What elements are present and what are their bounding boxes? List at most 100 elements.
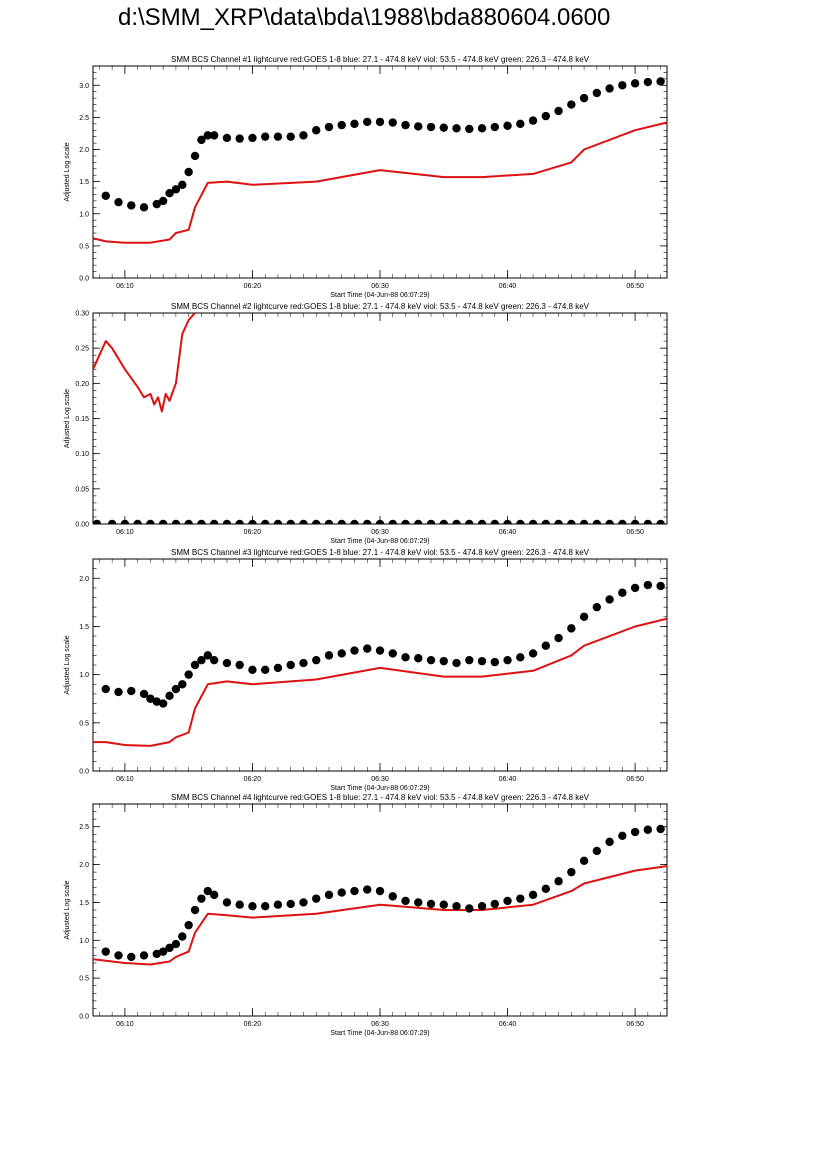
bcs-data-point — [656, 519, 665, 524]
bcs-data-point — [465, 124, 474, 134]
y-tick-label: 0.5 — [79, 976, 89, 983]
bcs-data-point — [579, 856, 589, 865]
bcs-data-point — [605, 595, 614, 604]
x-tick-label: 06:10 — [116, 1021, 134, 1028]
y-tick-label: 0.05 — [75, 486, 89, 493]
bcs-data-point — [114, 687, 123, 697]
bcs-data-point — [414, 898, 423, 907]
chart-panel-3: SMM BCS Channel #3 lightcurve red:GOES 1… — [64, 548, 668, 792]
bcs-data-point — [222, 658, 232, 668]
bcs-data-point — [618, 588, 627, 597]
bcs-data-point — [178, 680, 187, 689]
bcs-data-point — [375, 519, 385, 524]
y-tick-label: 1.0 — [79, 938, 89, 945]
x-tick-label: 06:40 — [499, 529, 517, 536]
bcs-data-point — [299, 898, 308, 907]
bcs-data-point — [184, 920, 193, 930]
bcs-data-point — [312, 655, 321, 665]
bcs-data-point — [114, 197, 123, 207]
bcs-data-point — [554, 106, 563, 116]
bcs-data-point — [312, 126, 321, 135]
y-tick-label: 0.15 — [75, 416, 89, 423]
bcs-data-point — [592, 88, 602, 98]
bcs-data-point — [618, 831, 627, 840]
plot-frame — [92, 558, 668, 772]
bcs-data-point — [133, 519, 142, 524]
series-group — [93, 313, 665, 524]
bcs-data-point — [139, 203, 149, 212]
bcs-data-point — [171, 519, 181, 524]
x-tick-label: 06:30 — [371, 283, 389, 290]
bcs-data-point — [190, 151, 200, 161]
bcs-data-point — [567, 519, 576, 524]
y-tick-label: 2.5 — [79, 115, 89, 122]
bcs-data-point — [152, 949, 161, 959]
bcs-data-point — [235, 519, 244, 524]
bcs-data-point — [312, 894, 321, 903]
bcs-data-point — [452, 658, 461, 668]
x-tick-label: 06:50 — [626, 776, 644, 783]
bcs-data-point — [465, 655, 474, 665]
bcs-data-point — [337, 888, 346, 897]
x-tick-label: 06:50 — [626, 283, 644, 290]
bcs-data-point — [439, 123, 448, 132]
bcs-data-point — [261, 902, 270, 911]
bcs-data-point — [605, 519, 614, 524]
bcs-data-point — [101, 947, 110, 956]
bcs-data-point — [630, 583, 640, 593]
bcs-data-point — [273, 663, 283, 673]
bcs-data-point — [127, 201, 136, 210]
y-tick-label: 1.5 — [79, 900, 89, 907]
x-tick-label: 06:20 — [244, 1021, 262, 1028]
goes-series-line — [93, 313, 196, 413]
bcs-data-point — [152, 199, 161, 209]
bcs-data-point — [579, 612, 589, 622]
bcs-data-point — [184, 519, 193, 524]
bcs-data-point — [203, 651, 212, 660]
bcs-data-point — [439, 656, 448, 666]
bcs-data-point — [171, 185, 181, 194]
x-axis-label: Start Time (04-Jun-88 06:07:29) — [330, 292, 429, 299]
bcs-data-point — [643, 519, 653, 524]
bcs-data-point — [643, 77, 653, 87]
goes-series-line — [93, 617, 667, 747]
bcs-data-point — [209, 131, 219, 140]
bcs-data-point — [299, 658, 308, 668]
bcs-data-point — [567, 867, 576, 877]
bcs-data-point — [490, 899, 499, 909]
x-tick-label: 06:40 — [499, 283, 517, 290]
bcs-data-point — [643, 580, 653, 590]
chart-panel-4: SMM BCS Channel #4 lightcurve red:GOES 1… — [64, 793, 668, 1037]
bcs-data-point — [401, 120, 410, 130]
y-axis-label: Adjusted Log scale — [64, 635, 71, 694]
bcs-data-point — [477, 519, 487, 524]
y-tick-label: 0.5 — [79, 243, 89, 250]
bcs-data-point — [541, 641, 551, 650]
x-tick-label: 06:40 — [499, 1021, 517, 1028]
x-tick-label: 06:50 — [626, 529, 644, 536]
y-tick-label: 3.0 — [79, 83, 89, 90]
bcs-data-point — [273, 132, 283, 141]
x-axis-label: Start Time (04-Jun-88 06:07:29) — [330, 1030, 429, 1037]
bcs-data-point — [324, 890, 334, 900]
bcs-data-point — [439, 519, 448, 524]
bcs-data-point — [477, 902, 487, 911]
x-axis-label: Start Time (04-Jun-88 06:07:29) — [330, 785, 429, 792]
y-tick-label: 1.5 — [79, 624, 89, 631]
x-tick-label: 06:20 — [244, 776, 262, 783]
bcs-data-point — [567, 624, 576, 633]
bcs-data-point — [477, 656, 487, 666]
bcs-data-point — [630, 519, 640, 524]
bcs-data-point — [490, 122, 499, 132]
x-tick-label: 06:50 — [626, 1021, 644, 1028]
y-tick-label: 0.0 — [79, 1014, 89, 1021]
x-tick-label: 06:10 — [116, 776, 134, 783]
bcs-data-point — [490, 657, 499, 667]
bcs-data-point — [222, 898, 232, 907]
bcs-data-point — [286, 660, 295, 670]
x-tick-label: 06:30 — [371, 1021, 389, 1028]
bcs-data-point — [286, 899, 295, 909]
bcs-data-point — [465, 519, 474, 524]
chart-title: SMM BCS Channel #3 lightcurve red:GOES 1… — [171, 548, 590, 557]
bcs-data-point — [184, 167, 193, 177]
